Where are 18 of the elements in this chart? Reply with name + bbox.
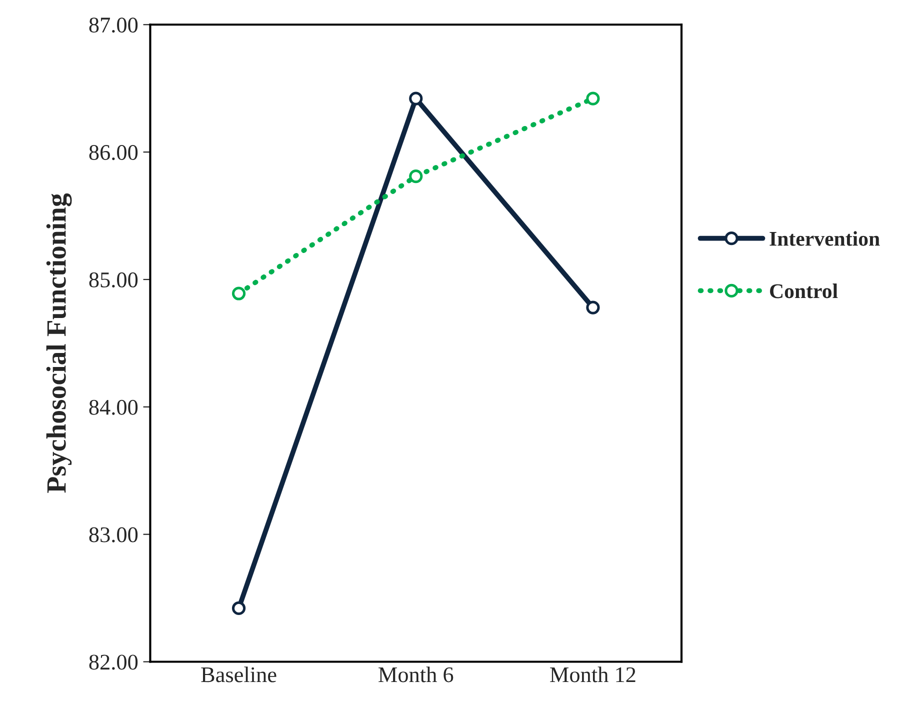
point bbox=[409, 169, 423, 184]
point bbox=[409, 92, 423, 106]
x-tick-label: Month 6 bbox=[378, 666, 454, 682]
y-tick-label: 82.00 bbox=[89, 654, 138, 670]
point bbox=[232, 601, 246, 616]
y-axis-title: Psychosocial Functioning bbox=[46, 193, 72, 493]
y-tick-label: 83.00 bbox=[89, 527, 138, 542]
x-tick-label: Baseline bbox=[201, 666, 276, 682]
y-tick-label: 86.00 bbox=[89, 144, 138, 160]
x-tick-label: Month 12 bbox=[550, 666, 636, 682]
point bbox=[586, 92, 600, 106]
legend-label: Intervention bbox=[770, 231, 880, 246]
point bbox=[232, 286, 246, 300]
y-tick-label: 84.00 bbox=[89, 400, 138, 415]
y-tick-label: 87.00 bbox=[89, 18, 138, 33]
legend-label: Control bbox=[770, 284, 838, 298]
y-tick-label: 85.00 bbox=[89, 272, 138, 288]
point bbox=[586, 300, 600, 314]
